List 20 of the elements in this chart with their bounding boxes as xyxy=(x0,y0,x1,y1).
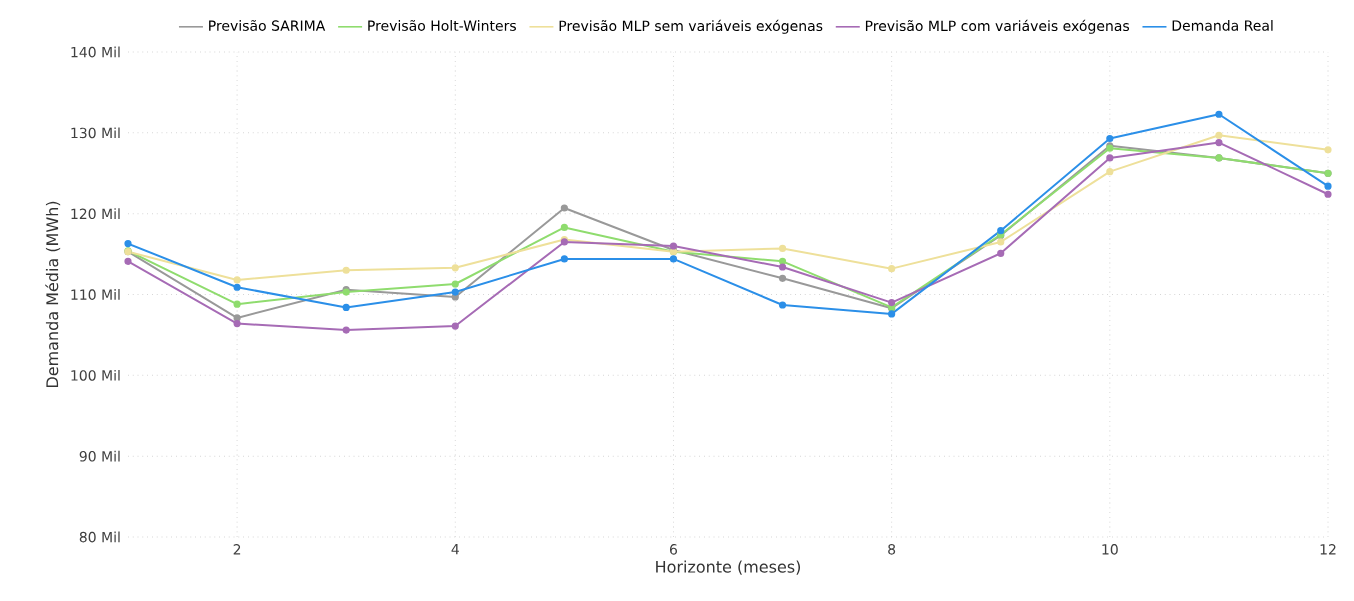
y-tick-label: 80 Mil xyxy=(79,531,120,543)
y-tick-label: 90 Mil xyxy=(79,450,120,462)
x-tick-label: 2 xyxy=(233,544,241,555)
y-tick-label: 100 Mil xyxy=(71,369,120,381)
legend-label: Previsão MLP sem variáveis exógenas xyxy=(559,19,823,34)
legend-label: Previsão SARIMA xyxy=(209,19,326,31)
y-tick-label: 120 Mil xyxy=(71,208,120,220)
legend-label: Demanda Real xyxy=(1172,19,1273,31)
x-tick-label: 4 xyxy=(451,544,459,555)
y-tick-label: 110 Mil xyxy=(71,289,120,300)
y-tick-label: 140 Mil xyxy=(71,46,120,58)
y-tick-label: 130 Mil xyxy=(71,127,120,139)
y-axis-title: Demanda Média (MWh) xyxy=(45,201,61,387)
x-axis-title: Horizonte (meses) xyxy=(656,560,801,575)
x-tick-label: 6 xyxy=(669,544,678,555)
x-tick-label: 8 xyxy=(888,544,896,555)
x-tick-label: 10 xyxy=(1102,544,1118,555)
legend-label: Previsão MLP com variáveis exógenas xyxy=(865,19,1130,34)
x-tick-label: 12 xyxy=(1320,544,1336,555)
legend-label: Previsão Holt-Winters xyxy=(368,19,516,31)
